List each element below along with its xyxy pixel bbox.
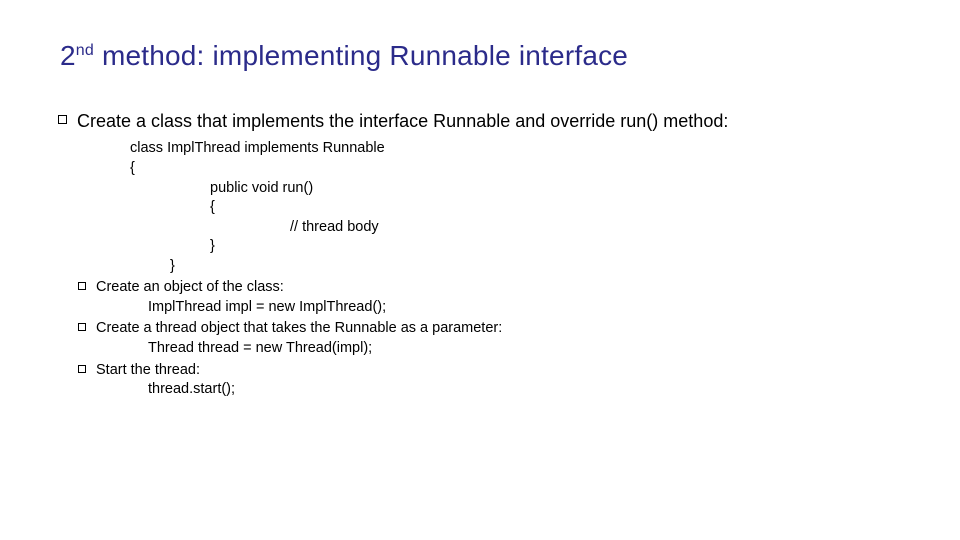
bullet-code: Thread thread = new Thread(impl); (148, 339, 502, 359)
code-line: { (130, 159, 900, 179)
square-bullet-icon (78, 282, 86, 290)
bullet-content: Start the thread: thread.start(); (96, 361, 235, 400)
square-bullet-icon (58, 115, 67, 124)
bullet-content: Create an object of the class: ImplThrea… (96, 278, 386, 317)
code-line: // thread body (290, 218, 900, 238)
bullet-text: Create a thread object that takes the Ru… (96, 319, 502, 339)
code-line: class ImplThread implements Runnable (130, 139, 900, 159)
bullet-code: ImplThread impl = new ImplThread(); (148, 298, 386, 318)
code-line: public void run() (210, 179, 900, 199)
bullet-item-4: Start the thread: thread.start(); (78, 361, 900, 400)
code-line: { (210, 198, 900, 218)
square-bullet-icon (78, 323, 86, 331)
bullet-item-1: Create a class that implements the inter… (58, 110, 900, 133)
bullet-text: Create a class that implements the inter… (77, 110, 728, 133)
slide-title: 2nd method: implementing Runnable interf… (60, 40, 900, 72)
bullet-text: Start the thread: (96, 361, 235, 381)
square-bullet-icon (78, 365, 86, 373)
bullet-content: Create a thread object that takes the Ru… (96, 319, 502, 358)
code-block: class ImplThread implements Runnable { p… (130, 139, 900, 276)
code-line: } (210, 237, 900, 257)
bullet-text: Create an object of the class: (96, 278, 386, 298)
bullet-item-3: Create a thread object that takes the Ru… (78, 319, 900, 358)
bullet-code: thread.start(); (148, 380, 235, 400)
bullet-item-2: Create an object of the class: ImplThrea… (78, 278, 900, 317)
code-line: } (170, 257, 900, 277)
slide: 2nd method: implementing Runnable interf… (0, 0, 960, 540)
